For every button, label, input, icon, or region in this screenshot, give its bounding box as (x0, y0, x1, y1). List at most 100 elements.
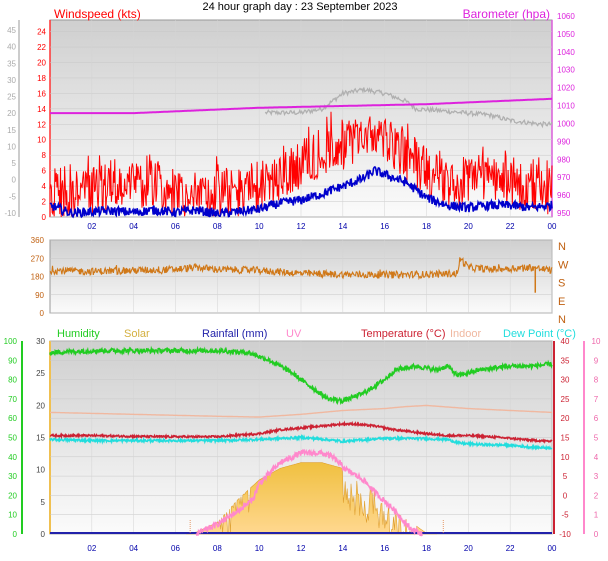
humidity-tick-label: 70 (8, 395, 17, 404)
direction-tick-label: 0 (40, 309, 45, 318)
panel2-series (49, 256, 553, 293)
temperature-tick-label: 25 (561, 395, 570, 404)
barometer-tick-label: 1060 (557, 12, 575, 21)
x-tick-label: 00 (548, 222, 557, 231)
windspeed-tick-label: 12 (37, 120, 46, 129)
x-tick-label: 12 (297, 222, 306, 231)
humidity-tick-label: 40 (8, 453, 17, 462)
windspeed-tick-label: 16 (37, 89, 46, 98)
windspeed-tick-label: 14 (37, 105, 46, 114)
outer-tick-label: 5 (12, 159, 17, 168)
humidity-tick-label: 100 (4, 337, 18, 346)
page-title: 24 hour graph day : 23 September 2023 (202, 1, 397, 13)
barometer-tick-label: 1050 (557, 30, 575, 39)
panel1-series (49, 86, 553, 219)
humidity-tick-label: 80 (8, 376, 17, 385)
compass-tick-label: E (558, 296, 565, 308)
uv-tick-label: 0 (594, 530, 599, 539)
barometer-tick-label: 1000 (557, 119, 575, 128)
dewpoint-line (49, 433, 553, 451)
x-tick-label: 18 (422, 544, 431, 553)
legend-item: UV (286, 328, 302, 340)
temperature-tick-label: -10 (559, 530, 571, 539)
x-tick-label: 04 (129, 222, 138, 231)
uv-tick-label: 6 (594, 414, 599, 423)
uv-tick-label: 1 (594, 511, 599, 520)
barometer-tick-label: 960 (557, 191, 571, 200)
temperature-tick-label: 30 (561, 376, 570, 385)
x-tick-label: 06 (171, 222, 180, 231)
panel1-tick-labels: 242220181614121086420454035302520151050-… (4, 12, 575, 231)
windspeed-tick-label: 22 (37, 43, 46, 52)
direction-tick-label: 90 (35, 291, 44, 300)
barometer-tick-label: 1030 (557, 66, 575, 75)
windspeed-tick-label: 0 (42, 213, 47, 222)
uv-tick-label: 3 (594, 472, 599, 481)
outer-tick-label: 45 (7, 26, 16, 35)
x-tick-label: 02 (87, 544, 96, 553)
humidity-tick-label: 50 (8, 434, 17, 443)
gust-line (264, 86, 553, 129)
compass-tick-label: S (558, 278, 565, 290)
windspeed-average-line (49, 165, 553, 219)
temperature-tick-label: 10 (561, 453, 570, 462)
compass-tick-label: N (558, 314, 566, 326)
legend-item: Dew Point (°C) (503, 328, 576, 340)
rainfall-tick-label: 0 (41, 530, 46, 539)
outer-tick-label: 40 (7, 43, 16, 52)
outer-tick-label: -5 (9, 192, 17, 201)
temperature-line (49, 420, 553, 444)
x-tick-label: 08 (213, 544, 222, 553)
outer-tick-label: 30 (7, 76, 16, 85)
uv-tick-label: 9 (594, 356, 599, 365)
temperature-humidity-panel: Humidity Solar Rainfall (mm) UV Temperature … (4, 328, 601, 553)
barometer-tick-label: 1040 (557, 48, 575, 57)
outer-tick-label: 0 (12, 176, 17, 185)
x-tick-label: 22 (506, 222, 515, 231)
temperature-tick-label: -5 (561, 511, 569, 520)
x-tick-label: 06 (171, 544, 180, 553)
humidity-tick-label: 20 (8, 491, 17, 500)
x-tick-label: 02 (87, 222, 96, 231)
panel3-series (49, 345, 553, 537)
uv-tick-label: 8 (594, 376, 599, 385)
x-tick-label: 10 (255, 222, 264, 231)
x-tick-label: 18 (422, 222, 431, 231)
x-tick-label: 04 (129, 544, 138, 553)
x-tick-label: 22 (506, 544, 515, 553)
windspeed-tick-label: 2 (42, 198, 47, 207)
x-tick-label: 10 (255, 544, 264, 553)
compass-tick-label: N (558, 241, 566, 253)
outer-tick-label: 10 (7, 142, 16, 151)
panel3-legend: Humidity Solar Rainfall (mm) UV Temperature … (57, 328, 576, 340)
rainfall-tick-label: 10 (36, 466, 45, 475)
x-tick-label: 08 (213, 222, 222, 231)
uv-tick-label: 4 (594, 453, 599, 462)
legend-item: Solar (124, 328, 150, 340)
barometer-tick-label: 1010 (557, 102, 575, 111)
rainfall-tick-label: 15 (36, 434, 45, 443)
windspeed-legend: Windspeed (kts) (54, 7, 141, 21)
legend-item: Humidity (57, 328, 100, 340)
x-tick-label: 16 (380, 222, 389, 231)
windspeed-tick-label: 10 (37, 136, 46, 145)
humidity-tick-label: 30 (8, 472, 17, 481)
wind-direction-line (49, 256, 553, 281)
panel3-tick-labels: 4035302520151050-5-101009080706050403020… (4, 337, 601, 553)
x-tick-label: 16 (380, 544, 389, 553)
temperature-tick-label: 0 (563, 491, 568, 500)
barometer-tick-label: 950 (557, 209, 571, 218)
temperature-tick-label: 15 (561, 434, 570, 443)
barometer-line (50, 97, 552, 115)
humidity-tick-label: 90 (8, 356, 17, 365)
windspeed-tick-label: 8 (42, 151, 47, 160)
legend-item: Temperature (°C) (361, 328, 445, 340)
windspeed-line (49, 111, 553, 218)
uv-tick-label: 2 (594, 491, 599, 500)
windspeed-tick-label: 4 (42, 182, 47, 191)
x-tick-label: 00 (548, 544, 557, 553)
direction-tick-label: 270 (31, 254, 45, 263)
outer-tick-label: 15 (7, 126, 16, 135)
compass-tick-label: W (558, 259, 569, 271)
